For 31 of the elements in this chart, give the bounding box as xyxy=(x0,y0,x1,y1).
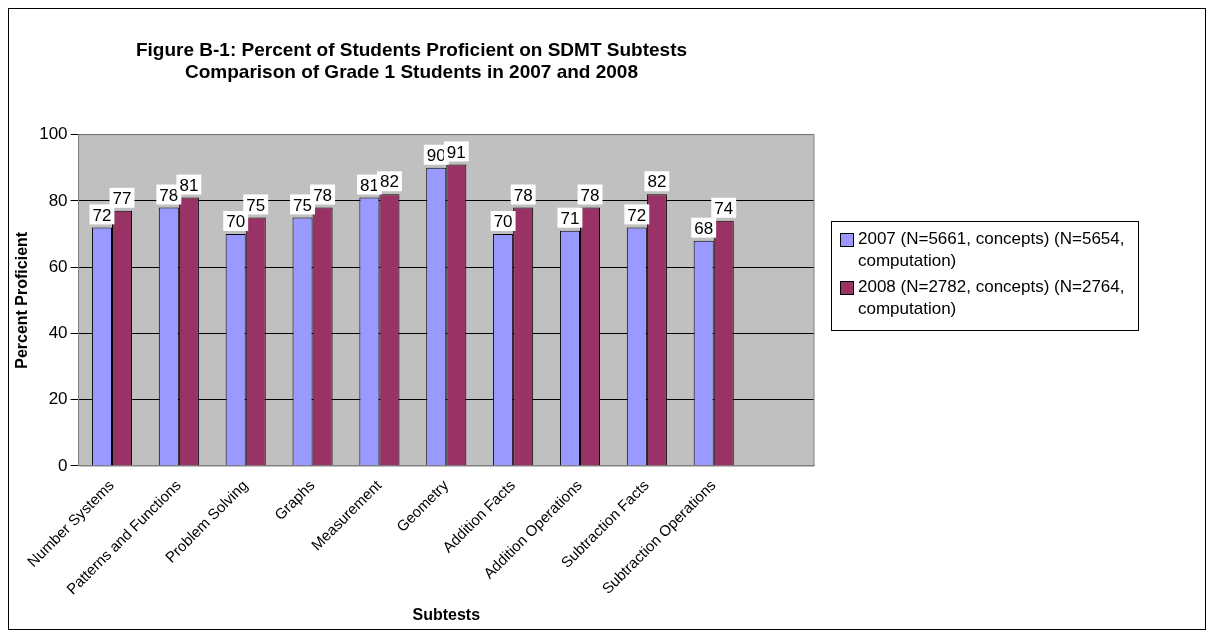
data-label: 72 xyxy=(92,205,112,225)
x-axis-title: Subtests xyxy=(412,605,481,623)
y-tick-label: 60 xyxy=(48,256,68,276)
data-label: 78 xyxy=(159,185,179,205)
data-label: 82 xyxy=(379,172,399,192)
chart-subtitle: Comparison of Grade 1 Students in 2007 and 2008 xyxy=(185,61,638,83)
y-tick-label: 20 xyxy=(48,389,68,409)
data-label: 72 xyxy=(627,205,647,225)
data-label: 81 xyxy=(179,175,199,195)
data-label: 68 xyxy=(694,218,714,238)
y-axis-title: Percent Proficient xyxy=(13,231,31,369)
data-label: 75 xyxy=(293,195,312,215)
data-label: 74 xyxy=(714,198,734,218)
chart-title: Figure B-1: Percent of Students Proficient on SDMT Subtests xyxy=(135,38,688,60)
legend-label: 2008 (N=2782, concepts) (N=2764, computation) xyxy=(858,276,1126,320)
data-label: 78 xyxy=(513,185,533,205)
y-tick-label: 100 xyxy=(39,124,68,144)
data-label: 75 xyxy=(246,195,266,215)
y-tick-label: 40 xyxy=(48,323,68,343)
data-label: 71 xyxy=(560,208,580,228)
data-label: 78 xyxy=(313,185,333,205)
data-label: 70 xyxy=(226,212,246,232)
data-label: 82 xyxy=(647,172,667,192)
data-label: 81 xyxy=(359,175,379,195)
data-label: 70 xyxy=(493,212,513,232)
data-label: 77 xyxy=(112,189,132,209)
data-label: 78 xyxy=(580,185,600,205)
legend-label: 2007 (N=5661, concepts) (N=5654, computation) xyxy=(858,228,1126,272)
data-label: 91 xyxy=(446,142,466,162)
y-tick-label: 0 xyxy=(58,455,68,475)
y-tick-label: 80 xyxy=(48,190,68,210)
